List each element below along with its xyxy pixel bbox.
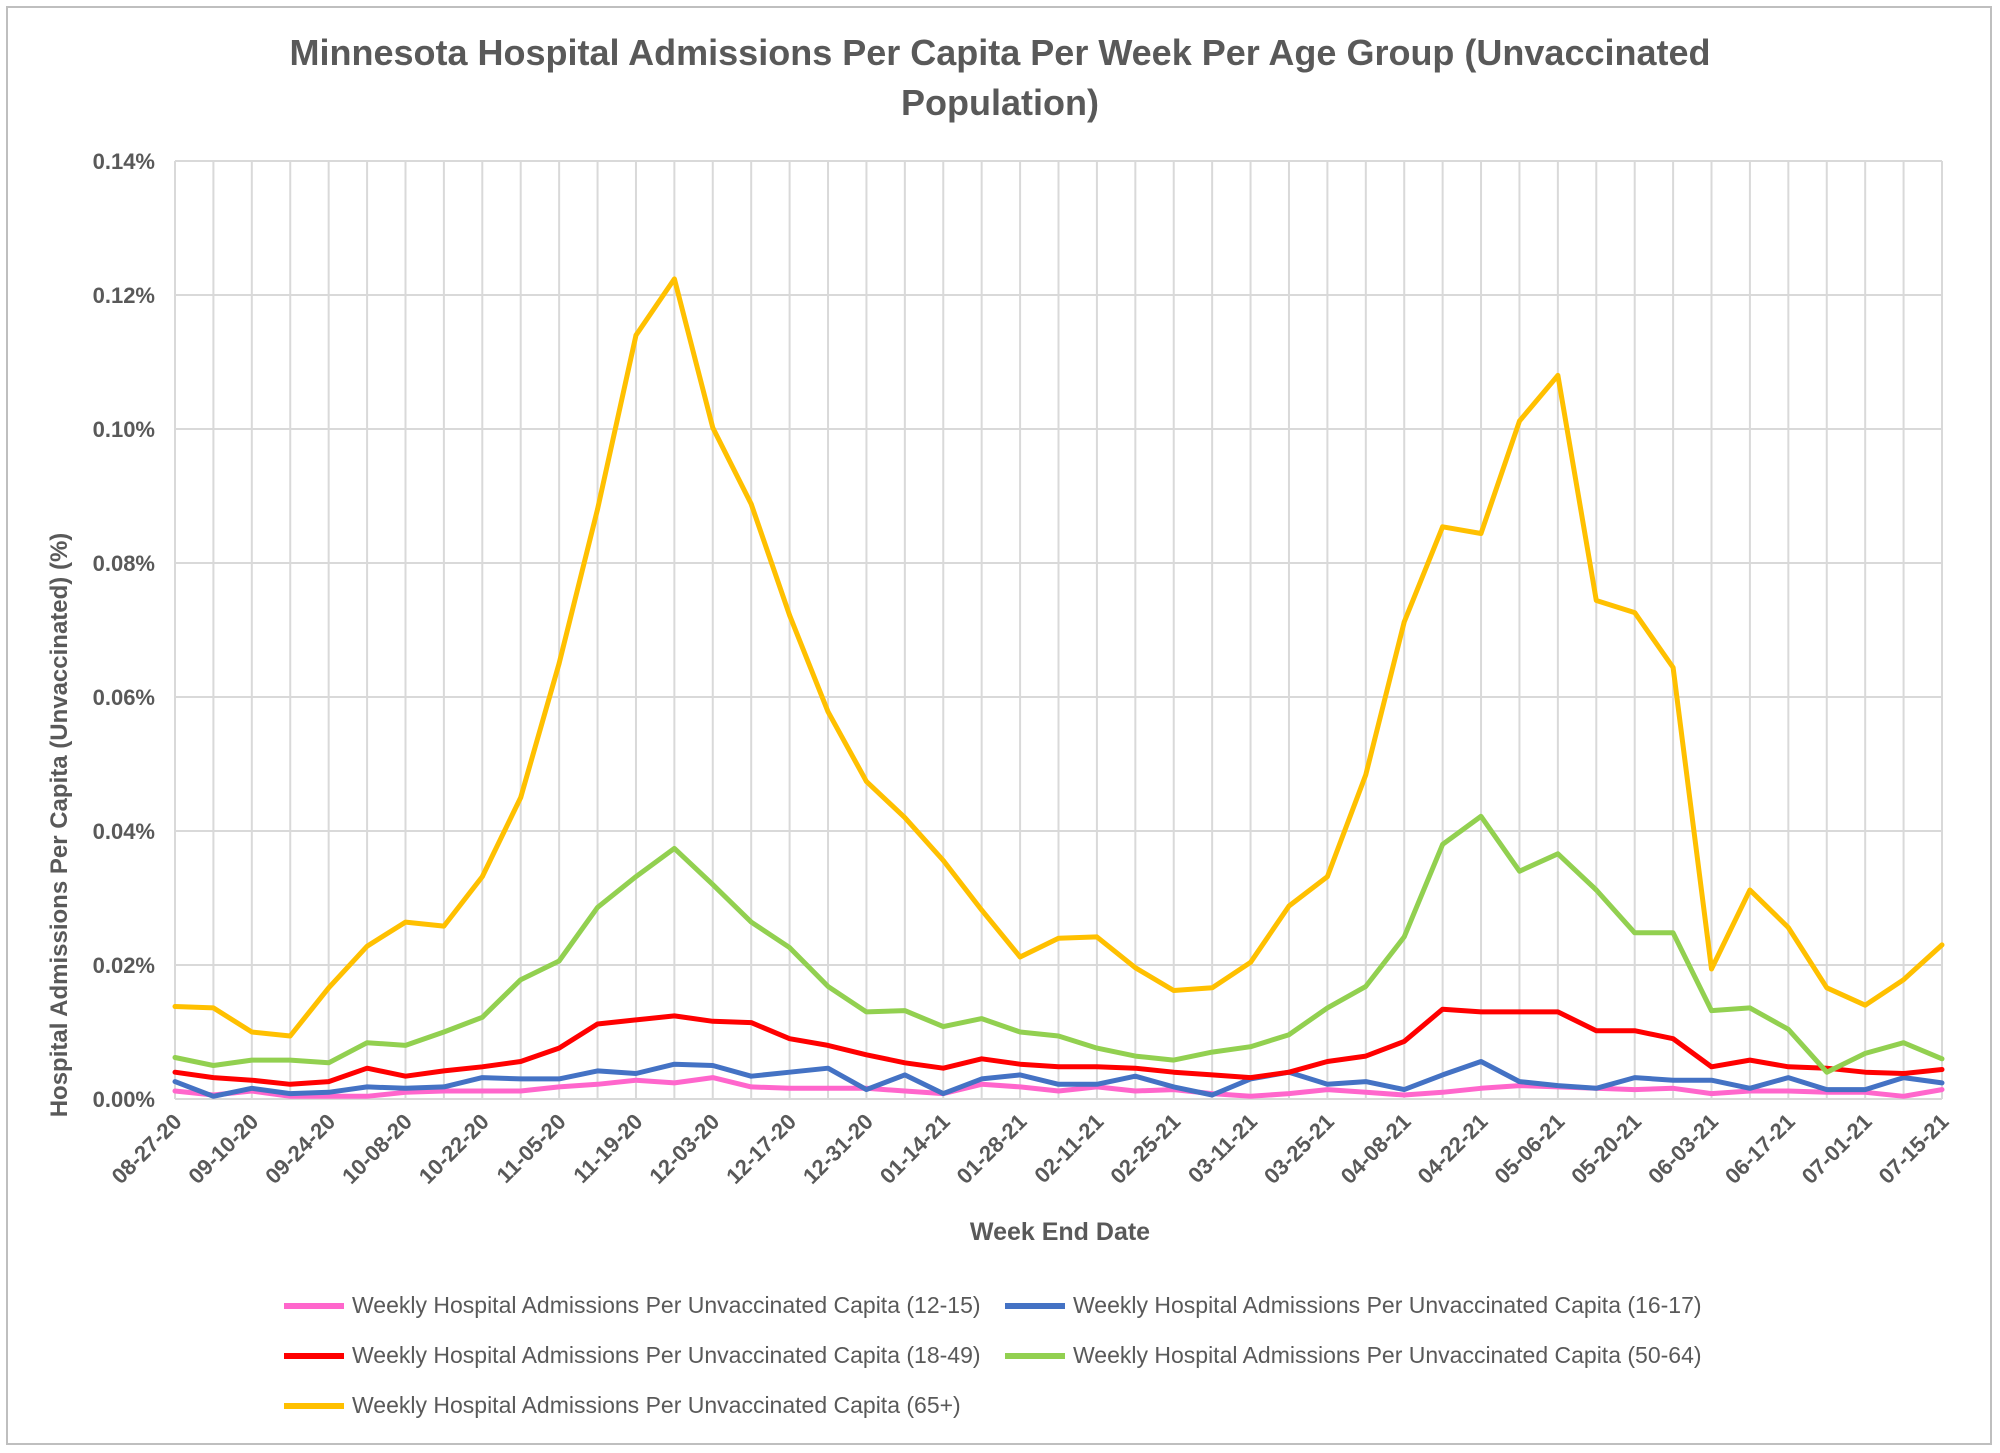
x-tick-label: 10-08-20 — [337, 1109, 417, 1189]
x-tick-label: 04-08-21 — [1336, 1109, 1416, 1189]
x-tick-label: 06-03-21 — [1643, 1109, 1723, 1189]
legend-item: Weekly Hospital Admissions Per Unvaccina… — [284, 1392, 961, 1419]
y-tick-label: 0.12% — [93, 283, 155, 308]
legend-item: Weekly Hospital Admissions Per Unvaccina… — [284, 1342, 981, 1369]
series-line — [172, 276, 1945, 1039]
legend-swatch — [1005, 1352, 1065, 1359]
x-tick-label: 12-17-20 — [721, 1109, 801, 1189]
gridlines — [174, 160, 1943, 1100]
y-tick-label: 0.00% — [93, 1087, 155, 1112]
x-tick-label: 11-19-20 — [568, 1109, 647, 1188]
x-tick-label: 01-28-21 — [952, 1109, 1032, 1189]
legend-item: Weekly Hospital Admissions Per Unvaccina… — [1005, 1292, 1702, 1319]
x-tick-label: 07-01-21 — [1797, 1109, 1877, 1189]
legend-label: Weekly Hospital Admissions Per Unvaccina… — [1073, 1342, 1702, 1368]
x-tick-label: 03-11-21 — [1183, 1109, 1262, 1188]
x-tick-label: 11-05-20 — [492, 1109, 571, 1188]
x-tick-label: 10-22-20 — [414, 1109, 494, 1189]
x-tick-label: 05-06-21 — [1489, 1109, 1569, 1189]
x-tick-label: 12-31-20 — [798, 1109, 878, 1189]
x-tick-label: 04-22-21 — [1413, 1109, 1493, 1189]
x-tick-label: 02-25-21 — [1105, 1109, 1185, 1189]
y-tick-label: 0.02% — [93, 953, 155, 978]
legend-label: Weekly Hospital Admissions Per Unvaccina… — [352, 1392, 961, 1418]
x-tick-label: 07-15-21 — [1874, 1109, 1954, 1189]
y-tick-label: 0.04% — [93, 819, 155, 844]
y-tick-label: 0.10% — [93, 417, 155, 442]
x-axis-title: Week End Date — [969, 1218, 1151, 1246]
series-line — [172, 813, 1945, 1075]
y-tick-labels: 0.00% 0.02% 0.04% 0.06% 0.08% 0.10% 0.12% 0.14% — [93, 149, 155, 1112]
y-tick-label: 0.14% — [93, 149, 155, 174]
legend-swatch — [284, 1402, 344, 1409]
legend-swatch — [1005, 1302, 1065, 1309]
x-tick-label: 03-25-21 — [1259, 1109, 1339, 1189]
legend-swatch — [284, 1352, 344, 1359]
series-line — [172, 1006, 1945, 1087]
legend-item: Weekly Hospital Admissions Per Unvaccina… — [284, 1292, 981, 1319]
legend-item: Weekly Hospital Admissions Per Unvaccina… — [1005, 1342, 1702, 1369]
x-tick-label: 09-10-20 — [183, 1109, 263, 1189]
series-lines — [172, 276, 1945, 1099]
x-tick-label: 05-20-21 — [1566, 1109, 1646, 1189]
x-tick-label: 12-03-20 — [644, 1109, 724, 1189]
x-tick-label: 06-17-21 — [1720, 1109, 1800, 1189]
legend-label: Weekly Hospital Admissions Per Unvaccina… — [1073, 1292, 1702, 1318]
x-tick-label: 08-27-20 — [107, 1109, 187, 1189]
y-tick-label: 0.06% — [93, 685, 155, 710]
x-tick-labels: 08-27-2009-10-2009-24-2010-08-2010-22-20… — [107, 1109, 1954, 1189]
chart-frame — [6, 6, 1992, 1445]
x-tick-label: 02-11-21 — [1029, 1109, 1108, 1188]
y-tick-label: 0.08% — [93, 551, 155, 576]
chart-title: Minnesota Hospital Admissions Per Capita… — [289, 32, 1711, 123]
legend-swatch — [284, 1302, 344, 1309]
x-tick-label: 09-24-20 — [260, 1109, 340, 1189]
series-line — [172, 1059, 1945, 1099]
legend-label: Weekly Hospital Admissions Per Unvaccina… — [352, 1292, 981, 1318]
x-tick-label: 01-14-21 — [875, 1109, 955, 1189]
series-line — [172, 1075, 1945, 1099]
legend-label: Weekly Hospital Admissions Per Unvaccina… — [352, 1342, 981, 1368]
